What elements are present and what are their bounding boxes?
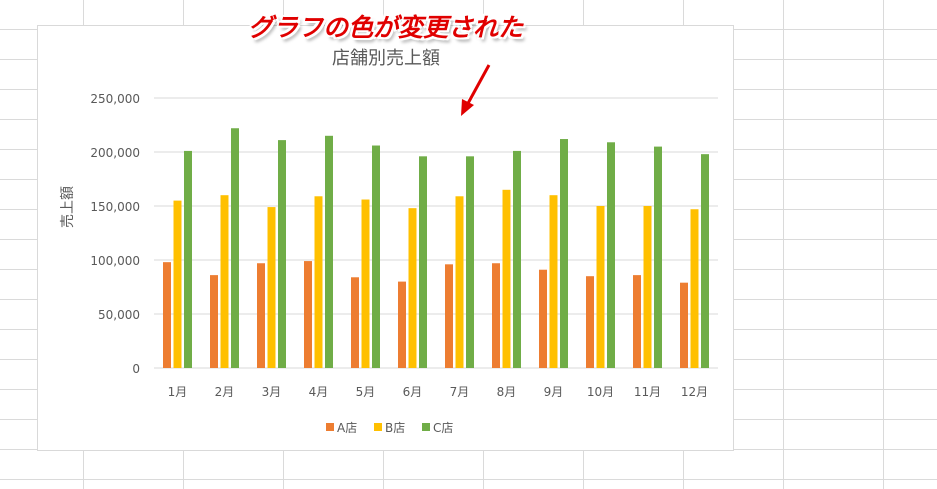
bar-B店-11月[interactable] [643,206,652,368]
legend-label: A店 [337,421,357,435]
bar-C店-1月[interactable] [184,150,192,368]
x-tick-label: 12月 [681,385,708,399]
bar-A店-1月[interactable] [163,262,171,368]
bar-B店-12月[interactable] [690,209,699,368]
bar-B店-6月[interactable] [408,208,417,368]
bar-C店-11月[interactable] [654,146,662,368]
y-tick-label: 100,000 [90,254,140,268]
y-tick-label: 0 [132,362,140,376]
bar-B店-7月[interactable] [455,196,464,368]
x-tick-label: 2月 [215,385,235,399]
bar-C店-7月[interactable] [466,156,474,368]
chart-title: 店舗別売上額 [332,48,440,69]
bar-A店-8月[interactable] [492,263,500,368]
bar-C店-10月[interactable] [607,142,615,368]
bar-C店-3月[interactable] [278,140,286,368]
bar-A店-6月[interactable] [398,281,406,368]
bar-B店-10月[interactable] [596,206,605,368]
x-tick-label: 6月 [403,385,423,399]
annotation-text: グラフの色が変更された [248,13,524,42]
bar-chart: 店舗別売上額 売上額 0 50,000 100,000 150,000 200,000 2… [60,48,718,435]
legend-label: B店 [385,421,405,435]
legend: A店 B店 C店 [326,421,453,435]
bar-C店-5月[interactable] [372,145,380,368]
y-tick-label: 250,000 [90,92,140,106]
bar-A店-5月[interactable] [351,277,359,368]
x-tick-label: 11月 [634,385,661,399]
y-tick-label: 50,000 [98,308,140,322]
legend-swatch [326,423,334,431]
bar-B店-5月[interactable] [361,199,370,368]
bar-A店-12月[interactable] [680,282,688,368]
bar-A店-3月[interactable] [257,263,265,368]
y-tick-label: 150,000 [90,200,140,214]
bar-C店-8月[interactable] [513,150,521,368]
bar-A店-9月[interactable] [539,269,547,368]
x-tick-label: 8月 [497,385,517,399]
bar-B店-4月[interactable] [314,196,323,368]
x-tick-label: 1月 [168,385,188,399]
chart-area[interactable]: 店舗別売上額 売上額 0 50,000 100,000 150,000 200,000 2… [37,25,734,451]
x-tick-label: 7月 [450,385,470,399]
annotation-arrow-icon [461,63,492,116]
bar-B店-3月[interactable] [267,207,276,368]
x-tick-label: 10月 [587,385,614,399]
y-axis-label: 売上額 [60,186,76,228]
bar-B店-2月[interactable] [220,195,229,368]
x-tick-label: 3月 [262,385,282,399]
bar-C店-4月[interactable] [325,135,333,368]
y-tick-label: 200,000 [90,146,140,160]
x-tick-label: 4月 [309,385,329,399]
bar-C店-2月[interactable] [231,128,239,368]
bar-C店-12月[interactable] [701,154,709,368]
legend-swatch [422,423,430,431]
legend-label: C店 [433,421,453,435]
bar-C店-9月[interactable] [560,139,568,368]
bar-A店-4月[interactable] [304,261,312,368]
bar-B店-8月[interactable] [502,189,511,368]
bar-C店-6月[interactable] [419,156,427,368]
bar-A店-7月[interactable] [445,264,453,368]
bar-B店-1月[interactable] [173,200,182,368]
bar-B店-9月[interactable] [549,195,558,368]
bar-A店-2月[interactable] [210,275,218,368]
bar-A店-10月[interactable] [586,276,594,368]
legend-swatch [374,423,382,431]
bar-A店-11月[interactable] [633,275,641,368]
x-tick-label: 9月 [544,385,564,399]
x-tick-label: 5月 [356,385,376,399]
